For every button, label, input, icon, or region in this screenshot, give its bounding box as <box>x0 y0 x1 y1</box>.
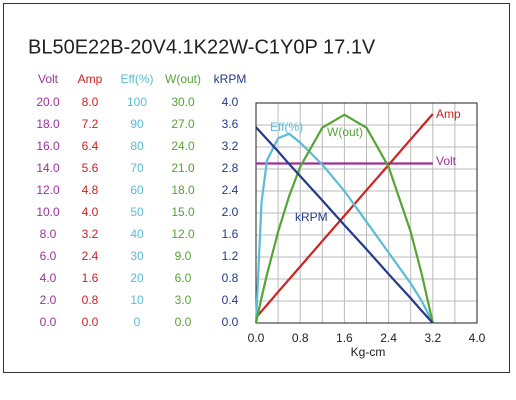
y-tick-label: 21.0 <box>171 161 195 175</box>
y-tick-label: 15.0 <box>171 205 195 219</box>
y-tick-label: 10.0 <box>36 205 60 219</box>
chart-title: BL50E22B-20V4.1K22W-C1Y0P 17.1V <box>28 36 376 58</box>
y-tick-label: 80 <box>130 139 144 153</box>
y-tick-label: 40 <box>130 227 144 241</box>
y-tick-label: 0.8 <box>82 293 99 307</box>
series-label: kRPM <box>295 210 328 224</box>
y-tick-label: 24.0 <box>171 139 195 153</box>
y-tick-label: 2.0 <box>40 293 57 307</box>
axis-header: Eff(%) <box>120 72 153 86</box>
frame <box>3 3 510 373</box>
y-tick-label: 1.2 <box>222 249 239 263</box>
series-label: Amp <box>436 107 461 121</box>
y-tick-label: 16.0 <box>36 139 60 153</box>
y-tick-label: 8.0 <box>82 95 99 109</box>
y-tick-label: 60 <box>130 183 144 197</box>
y-tick-label: 5.6 <box>82 161 99 175</box>
y-tick-label: 2.8 <box>222 161 239 175</box>
y-tick-label: 0.8 <box>222 271 239 285</box>
y-tick-label: 27.0 <box>171 117 195 131</box>
x-tick-label: 3.2 <box>424 331 441 345</box>
series-line <box>255 113 434 319</box>
y-tick-label: 0.0 <box>82 315 99 329</box>
y-tick-label: 3.2 <box>82 227 99 241</box>
series-line <box>254 132 434 324</box>
series-line <box>254 113 434 324</box>
y-tick-label: 20.0 <box>36 95 60 109</box>
y-tick-label: 12.0 <box>171 227 195 241</box>
y-tick-label: 4.8 <box>82 183 99 197</box>
x-tick-label: 0.8 <box>292 331 309 345</box>
y-tick-label: 4.0 <box>40 271 57 285</box>
series-label: Eff(%) <box>270 120 303 134</box>
x-tick-label: 2.4 <box>380 331 397 345</box>
y-tick-label: 3.0 <box>175 293 192 307</box>
axis-header: Volt <box>38 72 59 86</box>
y-tick-label: 2.4 <box>82 249 99 263</box>
axis-header: kRPM <box>214 72 247 86</box>
y-tick-label: 30.0 <box>171 95 195 109</box>
y-tick-label: 0.0 <box>40 315 57 329</box>
y-tick-label: 0.0 <box>222 315 239 329</box>
series-label: Volt <box>436 154 457 168</box>
y-tick-label: 2.4 <box>222 183 239 197</box>
axis-header: Amp <box>78 72 103 86</box>
series-line <box>255 126 434 324</box>
y-tick-label: 1.6 <box>222 227 239 241</box>
x-tick-label: 4.0 <box>469 331 486 345</box>
y-tick-label: 18.0 <box>171 183 195 197</box>
series-label: W(out) <box>327 125 363 139</box>
y-tick-label: 30 <box>130 249 144 263</box>
y-tick-label: 20 <box>130 271 144 285</box>
y-tick-label: 3.6 <box>222 117 239 131</box>
y-tick-label: 6.0 <box>40 249 57 263</box>
y-tick-label: 8.0 <box>40 227 57 241</box>
x-tick-label: 1.6 <box>336 331 353 345</box>
y-tick-label: 18.0 <box>36 117 60 131</box>
y-tick-label: 3.2 <box>222 139 239 153</box>
y-tick-label: 10 <box>130 293 144 307</box>
y-tick-label: 6.0 <box>175 271 192 285</box>
y-tick-label: 0.4 <box>222 293 239 307</box>
y-tick-label: 0 <box>134 315 141 329</box>
x-tick-label: 0.0 <box>248 331 265 345</box>
y-tick-label: 7.2 <box>82 117 99 131</box>
axis-header: W(out) <box>165 72 201 86</box>
plot-border <box>255 102 478 324</box>
y-tick-label: 50 <box>130 205 144 219</box>
y-tick-label: 1.6 <box>82 271 99 285</box>
x-axis-label: Kg-cm <box>351 345 386 359</box>
y-tick-label: 70 <box>130 161 144 175</box>
y-tick-label: 0.0 <box>175 315 192 329</box>
y-tick-label: 4.0 <box>82 205 99 219</box>
y-tick-label: 9.0 <box>175 249 192 263</box>
y-tick-label: 100 <box>127 95 147 109</box>
y-tick-label: 4.0 <box>222 95 239 109</box>
y-tick-label: 6.4 <box>82 139 99 153</box>
y-tick-label: 90 <box>130 117 144 131</box>
y-tick-label: 2.0 <box>222 205 239 219</box>
y-tick-label: 12.0 <box>36 183 60 197</box>
y-tick-label: 14.0 <box>36 161 60 175</box>
